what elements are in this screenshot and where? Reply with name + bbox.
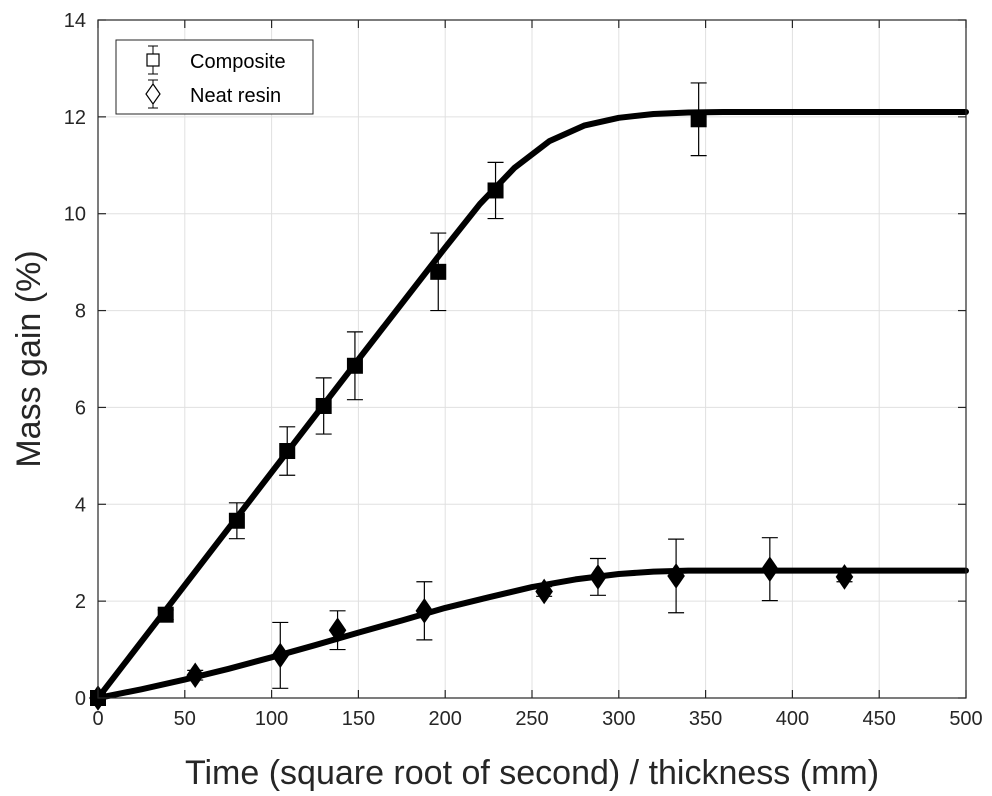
y-axis-label: Mass gain (%) bbox=[10, 250, 48, 467]
legend: Composite Neat resin bbox=[115, 39, 314, 115]
data-point-neat-resin bbox=[271, 642, 290, 669]
x-tick-label: 100 bbox=[255, 708, 288, 730]
data-point-neat-resin bbox=[589, 564, 607, 590]
data-point-neat-resin bbox=[186, 662, 205, 689]
y-tick-label: 0 bbox=[75, 688, 86, 710]
y-tick-label: 4 bbox=[75, 494, 86, 516]
data-point-composite bbox=[315, 397, 332, 414]
legend-label-composite: Composite bbox=[190, 51, 286, 73]
data-point-composite bbox=[690, 111, 707, 128]
data-point-neat-resin bbox=[535, 578, 553, 605]
data-point-neat-resin bbox=[415, 598, 434, 624]
axes-frame bbox=[97, 19, 967, 699]
y-tick-label: 12 bbox=[64, 107, 86, 129]
x-tick-label: 200 bbox=[429, 708, 462, 730]
legend-marker-diamond bbox=[145, 82, 161, 106]
y-tick-label: 2 bbox=[75, 591, 86, 613]
data-point-composite bbox=[157, 606, 174, 623]
data-point-neat-resin bbox=[667, 563, 685, 589]
data-point-composite bbox=[430, 263, 447, 280]
x-tick-label: 150 bbox=[342, 708, 375, 730]
y-tick-label: 14 bbox=[64, 10, 86, 32]
x-axis-label: Time (square root of second) / thickness… bbox=[185, 754, 879, 792]
y-tick-label: 6 bbox=[75, 397, 86, 419]
legend-box bbox=[115, 39, 314, 115]
y-tick-label: 8 bbox=[75, 301, 86, 323]
data-markers bbox=[89, 111, 854, 711]
x-tick-label: 250 bbox=[515, 708, 548, 730]
legend-marker-square bbox=[146, 53, 160, 67]
x-tick-label: 300 bbox=[602, 708, 635, 730]
legend-entry-composite bbox=[146, 45, 160, 75]
x-tick-label: 400 bbox=[776, 708, 809, 730]
data-point-neat-resin bbox=[835, 564, 854, 590]
data-point-composite bbox=[346, 357, 363, 374]
x-tick-label: 50 bbox=[174, 708, 196, 730]
data-point-composite bbox=[487, 182, 504, 199]
data-point-neat-resin bbox=[761, 556, 779, 582]
x-tick-label: 450 bbox=[863, 708, 896, 730]
x-tick-label: 350 bbox=[689, 708, 722, 730]
tick-labels: 0 50 100 150 200 250 300 350 400 450 500 0 2 4 6 8 10 12 1… bbox=[64, 10, 983, 730]
x-tick-label: 0 bbox=[92, 708, 103, 730]
legend-entry-neat-resin bbox=[145, 79, 161, 109]
legend-label-neat-resin: Neat resin bbox=[190, 85, 281, 107]
data-point-neat-resin bbox=[328, 617, 347, 643]
x-tick-label: 500 bbox=[949, 708, 982, 730]
data-point-composite bbox=[228, 512, 245, 529]
y-tick-label: 10 bbox=[64, 204, 86, 226]
data-point-composite bbox=[279, 443, 296, 460]
